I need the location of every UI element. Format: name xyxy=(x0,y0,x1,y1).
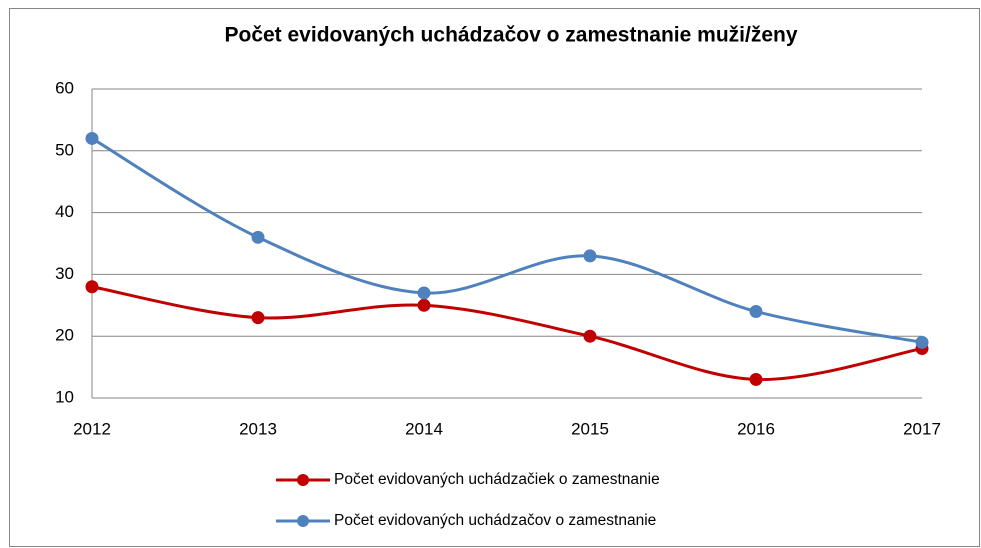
data-point xyxy=(417,286,431,300)
chart-title: Počet evidovaných uchádzačov o zamestnan… xyxy=(224,24,797,47)
legend-label: Počet evidovaných uchádzačov o zamestnan… xyxy=(334,512,656,529)
x-tick-label: 2014 xyxy=(405,419,443,438)
x-tick-label: 2016 xyxy=(737,419,775,438)
legend-marker xyxy=(297,515,309,527)
data-point xyxy=(749,372,763,386)
data-point xyxy=(417,298,431,312)
data-point xyxy=(251,230,265,244)
data-point xyxy=(583,329,597,343)
x-tick-label: 2015 xyxy=(571,419,609,438)
y-tick-label: 10 xyxy=(55,387,74,406)
series-line xyxy=(91,137,923,344)
data-point xyxy=(85,280,99,294)
y-tick-label: 40 xyxy=(55,202,74,221)
y-tick-label: 30 xyxy=(55,264,74,283)
legend-label: Počet evidovaných uchádzačiek o zamestna… xyxy=(334,471,660,488)
x-tick-label: 2012 xyxy=(73,419,111,438)
series-line xyxy=(91,285,923,381)
data-point xyxy=(251,311,265,325)
y-tick-label: 60 xyxy=(55,78,74,97)
y-tick-label: 20 xyxy=(55,326,74,345)
y-tick-label: 50 xyxy=(55,140,74,159)
x-tick-label: 2017 xyxy=(903,419,941,438)
legend-marker xyxy=(297,474,309,486)
data-point xyxy=(915,335,929,349)
data-point xyxy=(749,304,763,318)
x-tick-label: 2013 xyxy=(239,419,277,438)
data-point xyxy=(583,249,597,263)
data-point xyxy=(85,131,99,145)
